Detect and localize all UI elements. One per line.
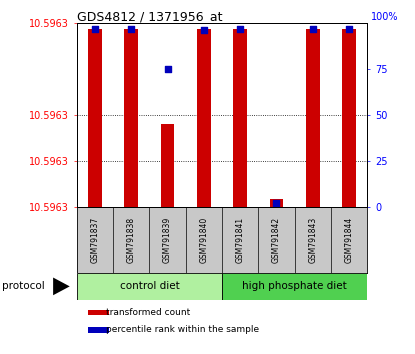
Point — [92, 26, 98, 32]
Text: GSM791840: GSM791840 — [199, 217, 208, 263]
Text: protocol: protocol — [2, 281, 45, 291]
Bar — [88, 310, 109, 315]
Bar — [222, 273, 367, 300]
Point — [164, 66, 171, 72]
Point — [200, 28, 207, 33]
Bar — [161, 124, 174, 207]
Text: control diet: control diet — [120, 281, 179, 291]
Text: transformed count: transformed count — [106, 308, 190, 317]
Bar — [77, 273, 222, 300]
Text: GSM791839: GSM791839 — [163, 217, 172, 263]
Point — [346, 26, 352, 32]
Text: GDS4812 / 1371956_at: GDS4812 / 1371956_at — [77, 10, 222, 23]
Bar — [306, 29, 320, 207]
Bar — [88, 29, 102, 207]
Text: percentile rank within the sample: percentile rank within the sample — [106, 325, 259, 334]
Text: GSM791843: GSM791843 — [308, 217, 317, 263]
Point — [273, 200, 280, 206]
Bar — [233, 29, 247, 207]
Text: GSM791841: GSM791841 — [236, 217, 245, 263]
Text: GSM791838: GSM791838 — [127, 217, 136, 263]
Bar — [197, 29, 211, 207]
Text: GSM791844: GSM791844 — [344, 217, 354, 263]
Point — [128, 26, 134, 32]
Bar — [124, 29, 138, 207]
Bar — [342, 29, 356, 207]
Point — [310, 26, 316, 32]
Text: GSM791837: GSM791837 — [90, 217, 100, 263]
Text: high phosphate diet: high phosphate diet — [242, 281, 347, 291]
Bar — [270, 199, 283, 207]
Bar — [88, 327, 109, 333]
Text: 100%: 100% — [371, 12, 399, 22]
Text: GSM791842: GSM791842 — [272, 217, 281, 263]
Point — [237, 26, 244, 32]
